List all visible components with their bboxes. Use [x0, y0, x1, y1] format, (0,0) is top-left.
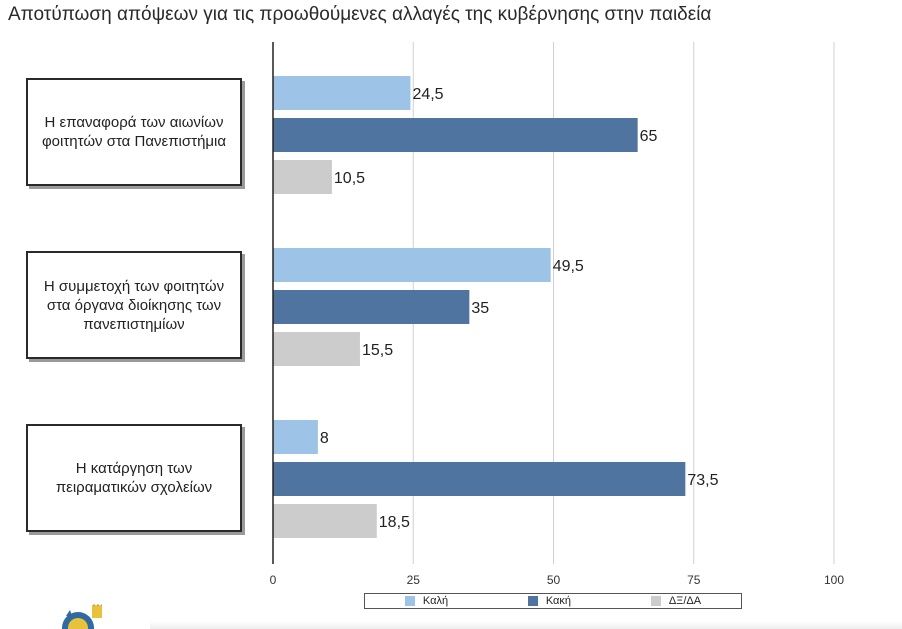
category-label-box-3: Η κατάργηση των πειραματικών σχολείων [26, 424, 242, 532]
bar-3-3 [273, 504, 377, 538]
category-label: Η συμμετοχή των φοιτητών στα όργανα διοί… [43, 277, 225, 333]
x-tick-label: 25 [407, 573, 421, 587]
bar-1-3 [273, 420, 318, 454]
data-label: 8 [320, 430, 329, 447]
legend-swatch-kali [404, 596, 415, 606]
legend-item-kali: Καλή [404, 595, 449, 607]
x-tick-label: 75 [687, 573, 701, 587]
bar-1-1 [273, 76, 411, 110]
bar-2-3 [273, 462, 686, 496]
data-label: 24,5 [412, 86, 443, 103]
category-label: Η επαναφορά των αιωνίων φοιτητών στα Παν… [41, 114, 227, 150]
category-label-box-2: Η συμμετοχή των φοιτητών στα όργανα διοί… [26, 251, 242, 359]
legend-item-kaki: Κακή [527, 595, 572, 607]
category-label-box-1: Η επαναφορά των αιωνίων φοιτητών στα Παν… [26, 78, 242, 186]
bar-3-2 [273, 332, 360, 366]
data-label: 10,5 [334, 170, 365, 187]
data-label: 73,5 [687, 472, 718, 489]
category-label: Η κατάργηση των πειραματικών σχολείων [55, 460, 213, 496]
bar-1-2 [273, 248, 551, 282]
data-label: 15,5 [362, 342, 393, 359]
data-label: 18,5 [379, 514, 410, 531]
x-tick-label: 0 [270, 573, 277, 587]
x-tick-label: 100 [824, 573, 844, 587]
bar-2-1 [273, 118, 638, 152]
legend-label: Καλή [422, 595, 449, 607]
legend-swatch-kaki [527, 596, 538, 606]
legend-swatch-dxda [650, 596, 661, 606]
data-label: 49,5 [553, 258, 584, 275]
data-label: 35 [471, 300, 489, 317]
x-tick-label: 50 [547, 573, 561, 587]
legend: Καλή Κακή ΔΞ/ΔΑ [364, 593, 742, 609]
footer-shade [150, 621, 902, 629]
legend-item-dxda: ΔΞ/ΔΑ [650, 595, 702, 607]
bar-3-1 [273, 160, 332, 194]
data-label: 65 [640, 128, 658, 145]
bar-2-2 [273, 290, 470, 324]
chart-title: Αποτύπωση απόψεων για τις προωθούμενες α… [8, 4, 712, 25]
emblem-icon [56, 604, 106, 629]
legend-label: Κακή [545, 595, 572, 607]
legend-label: ΔΞ/ΔΑ [668, 595, 702, 607]
